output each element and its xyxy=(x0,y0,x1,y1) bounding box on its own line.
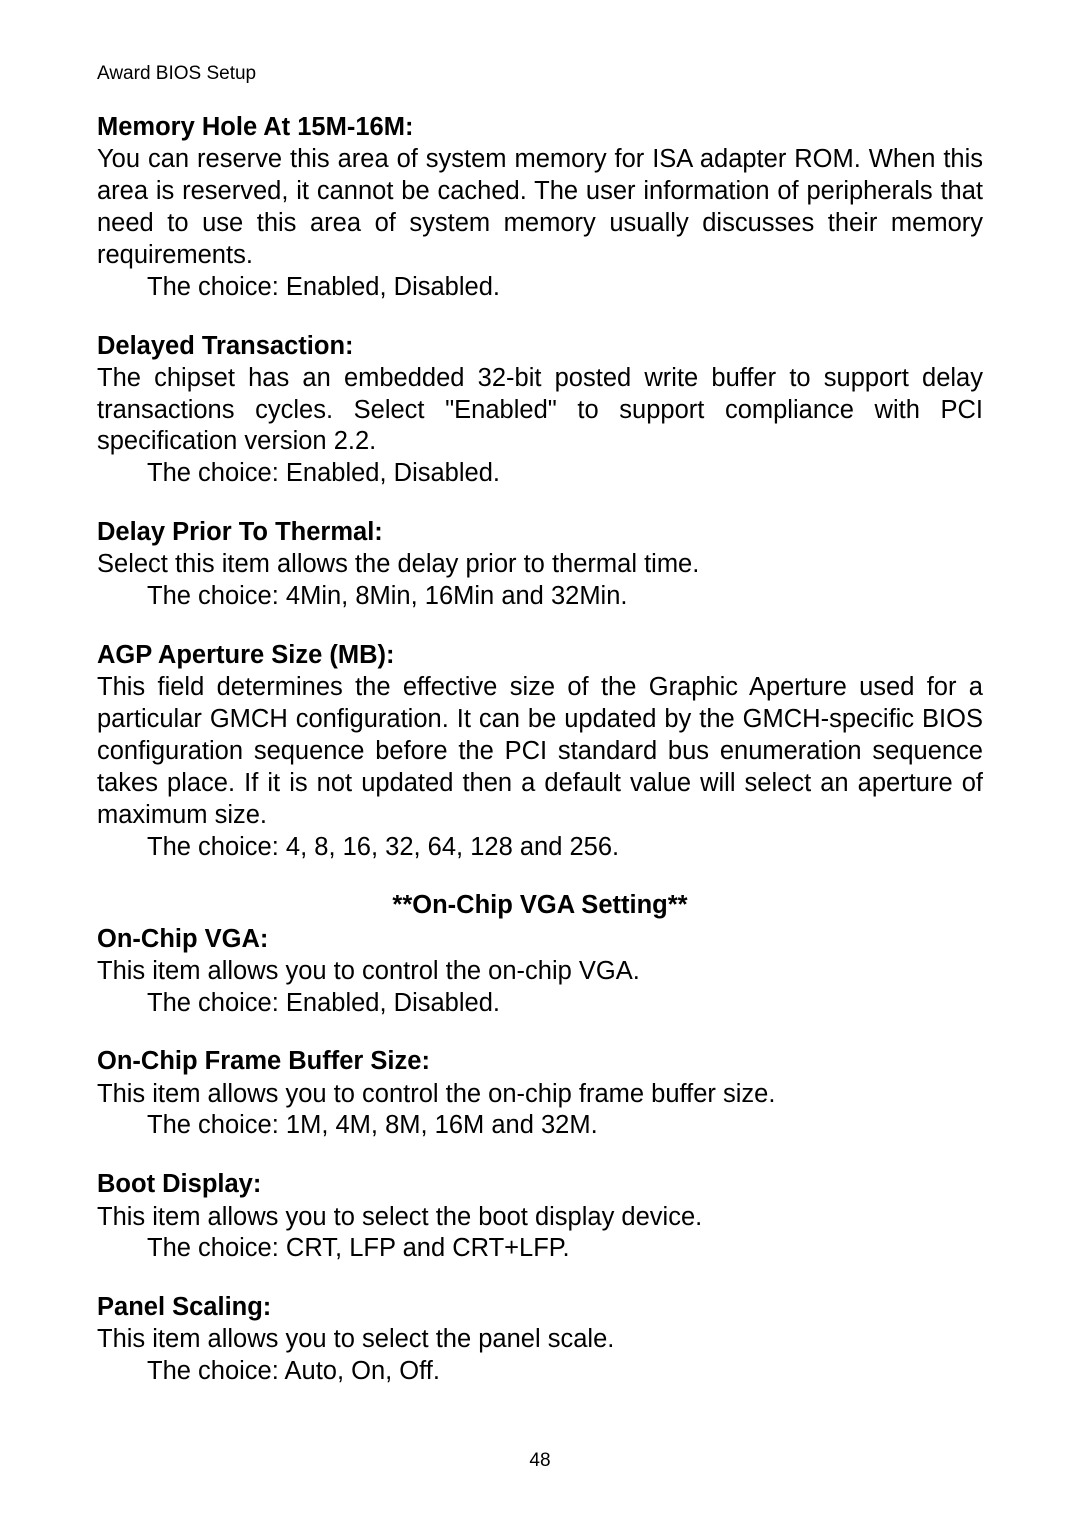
heading-on-chip-vga: On-Chip VGA: xyxy=(97,923,983,956)
body-delayed-transaction: The chipset has an embedded 32-bit poste… xyxy=(97,363,983,459)
body-frame-buffer: This item allows you to control the on-c… xyxy=(97,1079,983,1111)
page-number: 48 xyxy=(0,1450,1080,1472)
choice-panel-scaling: The choice: Auto, On, Off. xyxy=(97,1356,983,1388)
heading-panel-scaling: Panel Scaling: xyxy=(97,1291,983,1324)
body-on-chip-vga: This item allows you to control the on-c… xyxy=(97,956,983,988)
choice-frame-buffer: The choice: 1M, 4M, 8M, 16M and 32M. xyxy=(97,1110,983,1142)
choice-on-chip-vga: The choice: Enabled, Disabled. xyxy=(97,988,983,1020)
heading-delay-prior-thermal: Delay Prior To Thermal: xyxy=(97,516,983,549)
choice-boot-display: The choice: CRT, LFP and CRT+LFP. xyxy=(97,1233,983,1265)
section-frame-buffer: On-Chip Frame Buffer Size: This item all… xyxy=(97,1045,983,1142)
body-agp-aperture: This field determines the effective size… xyxy=(97,672,983,831)
subheading-vga-setting: **On-Chip VGA Setting** xyxy=(97,889,983,922)
section-boot-display: Boot Display: This item allows you to se… xyxy=(97,1168,983,1265)
choice-agp-aperture: The choice: 4, 8, 16, 32, 64, 128 and 25… xyxy=(97,832,983,864)
body-memory-hole: You can reserve this area of system memo… xyxy=(97,144,983,272)
section-memory-hole: Memory Hole At 15M-16M: You can reserve … xyxy=(97,111,983,304)
section-on-chip-vga: On-Chip VGA: This item allows you to con… xyxy=(97,923,983,1020)
choice-delayed-transaction: The choice: Enabled, Disabled. xyxy=(97,458,983,490)
heading-delayed-transaction: Delayed Transaction: xyxy=(97,330,983,363)
heading-boot-display: Boot Display: xyxy=(97,1168,983,1201)
body-boot-display: This item allows you to select the boot … xyxy=(97,1202,983,1234)
choice-delay-prior-thermal: The choice: 4Min, 8Min, 16Min and 32Min. xyxy=(97,581,983,613)
page-header: Award BIOS Setup xyxy=(97,63,983,85)
body-panel-scaling: This item allows you to select the panel… xyxy=(97,1324,983,1356)
heading-frame-buffer: On-Chip Frame Buffer Size: xyxy=(97,1045,983,1078)
heading-agp-aperture: AGP Aperture Size (MB): xyxy=(97,639,983,672)
choice-memory-hole: The choice: Enabled, Disabled. xyxy=(97,272,983,304)
section-delay-prior-thermal: Delay Prior To Thermal: Select this item… xyxy=(97,516,983,613)
body-delay-prior-thermal: Select this item allows the delay prior … xyxy=(97,549,983,581)
section-agp-aperture: AGP Aperture Size (MB): This field deter… xyxy=(97,639,983,863)
section-delayed-transaction: Delayed Transaction: The chipset has an … xyxy=(97,330,983,491)
section-panel-scaling: Panel Scaling: This item allows you to s… xyxy=(97,1291,983,1388)
heading-memory-hole: Memory Hole At 15M-16M: xyxy=(97,111,983,144)
